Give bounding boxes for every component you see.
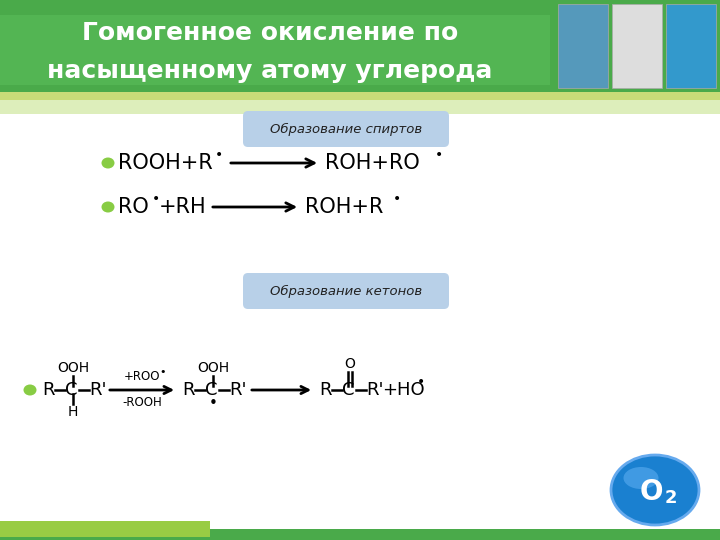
FancyBboxPatch shape: [0, 521, 180, 537]
Text: RO: RO: [118, 197, 149, 217]
Text: •: •: [209, 395, 217, 410]
Text: ROH+RO: ROH+RO: [325, 153, 420, 173]
Polygon shape: [175, 521, 210, 537]
FancyBboxPatch shape: [0, 529, 720, 540]
FancyBboxPatch shape: [666, 4, 716, 88]
Ellipse shape: [624, 467, 659, 489]
FancyBboxPatch shape: [0, 0, 720, 100]
Text: •: •: [435, 148, 444, 162]
FancyBboxPatch shape: [243, 111, 449, 147]
FancyBboxPatch shape: [612, 4, 662, 88]
Text: R: R: [319, 381, 331, 399]
Text: R: R: [182, 381, 194, 399]
FancyBboxPatch shape: [0, 92, 720, 100]
Text: +ROO: +ROO: [124, 370, 161, 383]
FancyBboxPatch shape: [558, 4, 608, 88]
Ellipse shape: [24, 384, 37, 395]
FancyBboxPatch shape: [0, 100, 720, 114]
Text: +RH: +RH: [159, 197, 207, 217]
Text: •: •: [215, 148, 223, 162]
Text: R': R': [89, 381, 107, 399]
Text: •: •: [417, 375, 426, 389]
Text: 2: 2: [665, 489, 678, 507]
Text: O: O: [345, 357, 356, 371]
Text: OOH: OOH: [197, 361, 229, 375]
Text: O: O: [639, 478, 662, 506]
Ellipse shape: [611, 455, 699, 525]
Ellipse shape: [102, 158, 114, 168]
Text: -ROOH: -ROOH: [122, 395, 162, 408]
Text: •: •: [393, 192, 401, 206]
Text: C: C: [65, 381, 78, 399]
Text: C: C: [205, 381, 217, 399]
FancyBboxPatch shape: [243, 273, 449, 309]
Text: •: •: [152, 192, 161, 206]
Text: ROH+R: ROH+R: [305, 197, 383, 217]
Text: Гомогенное окисление по: Гомогенное окисление по: [82, 21, 458, 45]
Text: R': R': [366, 381, 384, 399]
Text: R: R: [42, 381, 55, 399]
FancyBboxPatch shape: [0, 15, 550, 85]
Text: ROOH+R: ROOH+R: [118, 153, 212, 173]
Text: Образование кетонов: Образование кетонов: [270, 285, 422, 298]
Text: +HO: +HO: [382, 381, 425, 399]
Text: C: C: [342, 381, 354, 399]
Text: H: H: [68, 405, 78, 419]
Text: •: •: [160, 367, 166, 377]
Text: насыщенному атому углерода: насыщенному атому углерода: [48, 59, 492, 83]
Text: OOH: OOH: [57, 361, 89, 375]
Ellipse shape: [102, 201, 114, 213]
Text: Образование спиртов: Образование спиртов: [270, 123, 422, 136]
Text: R': R': [229, 381, 246, 399]
